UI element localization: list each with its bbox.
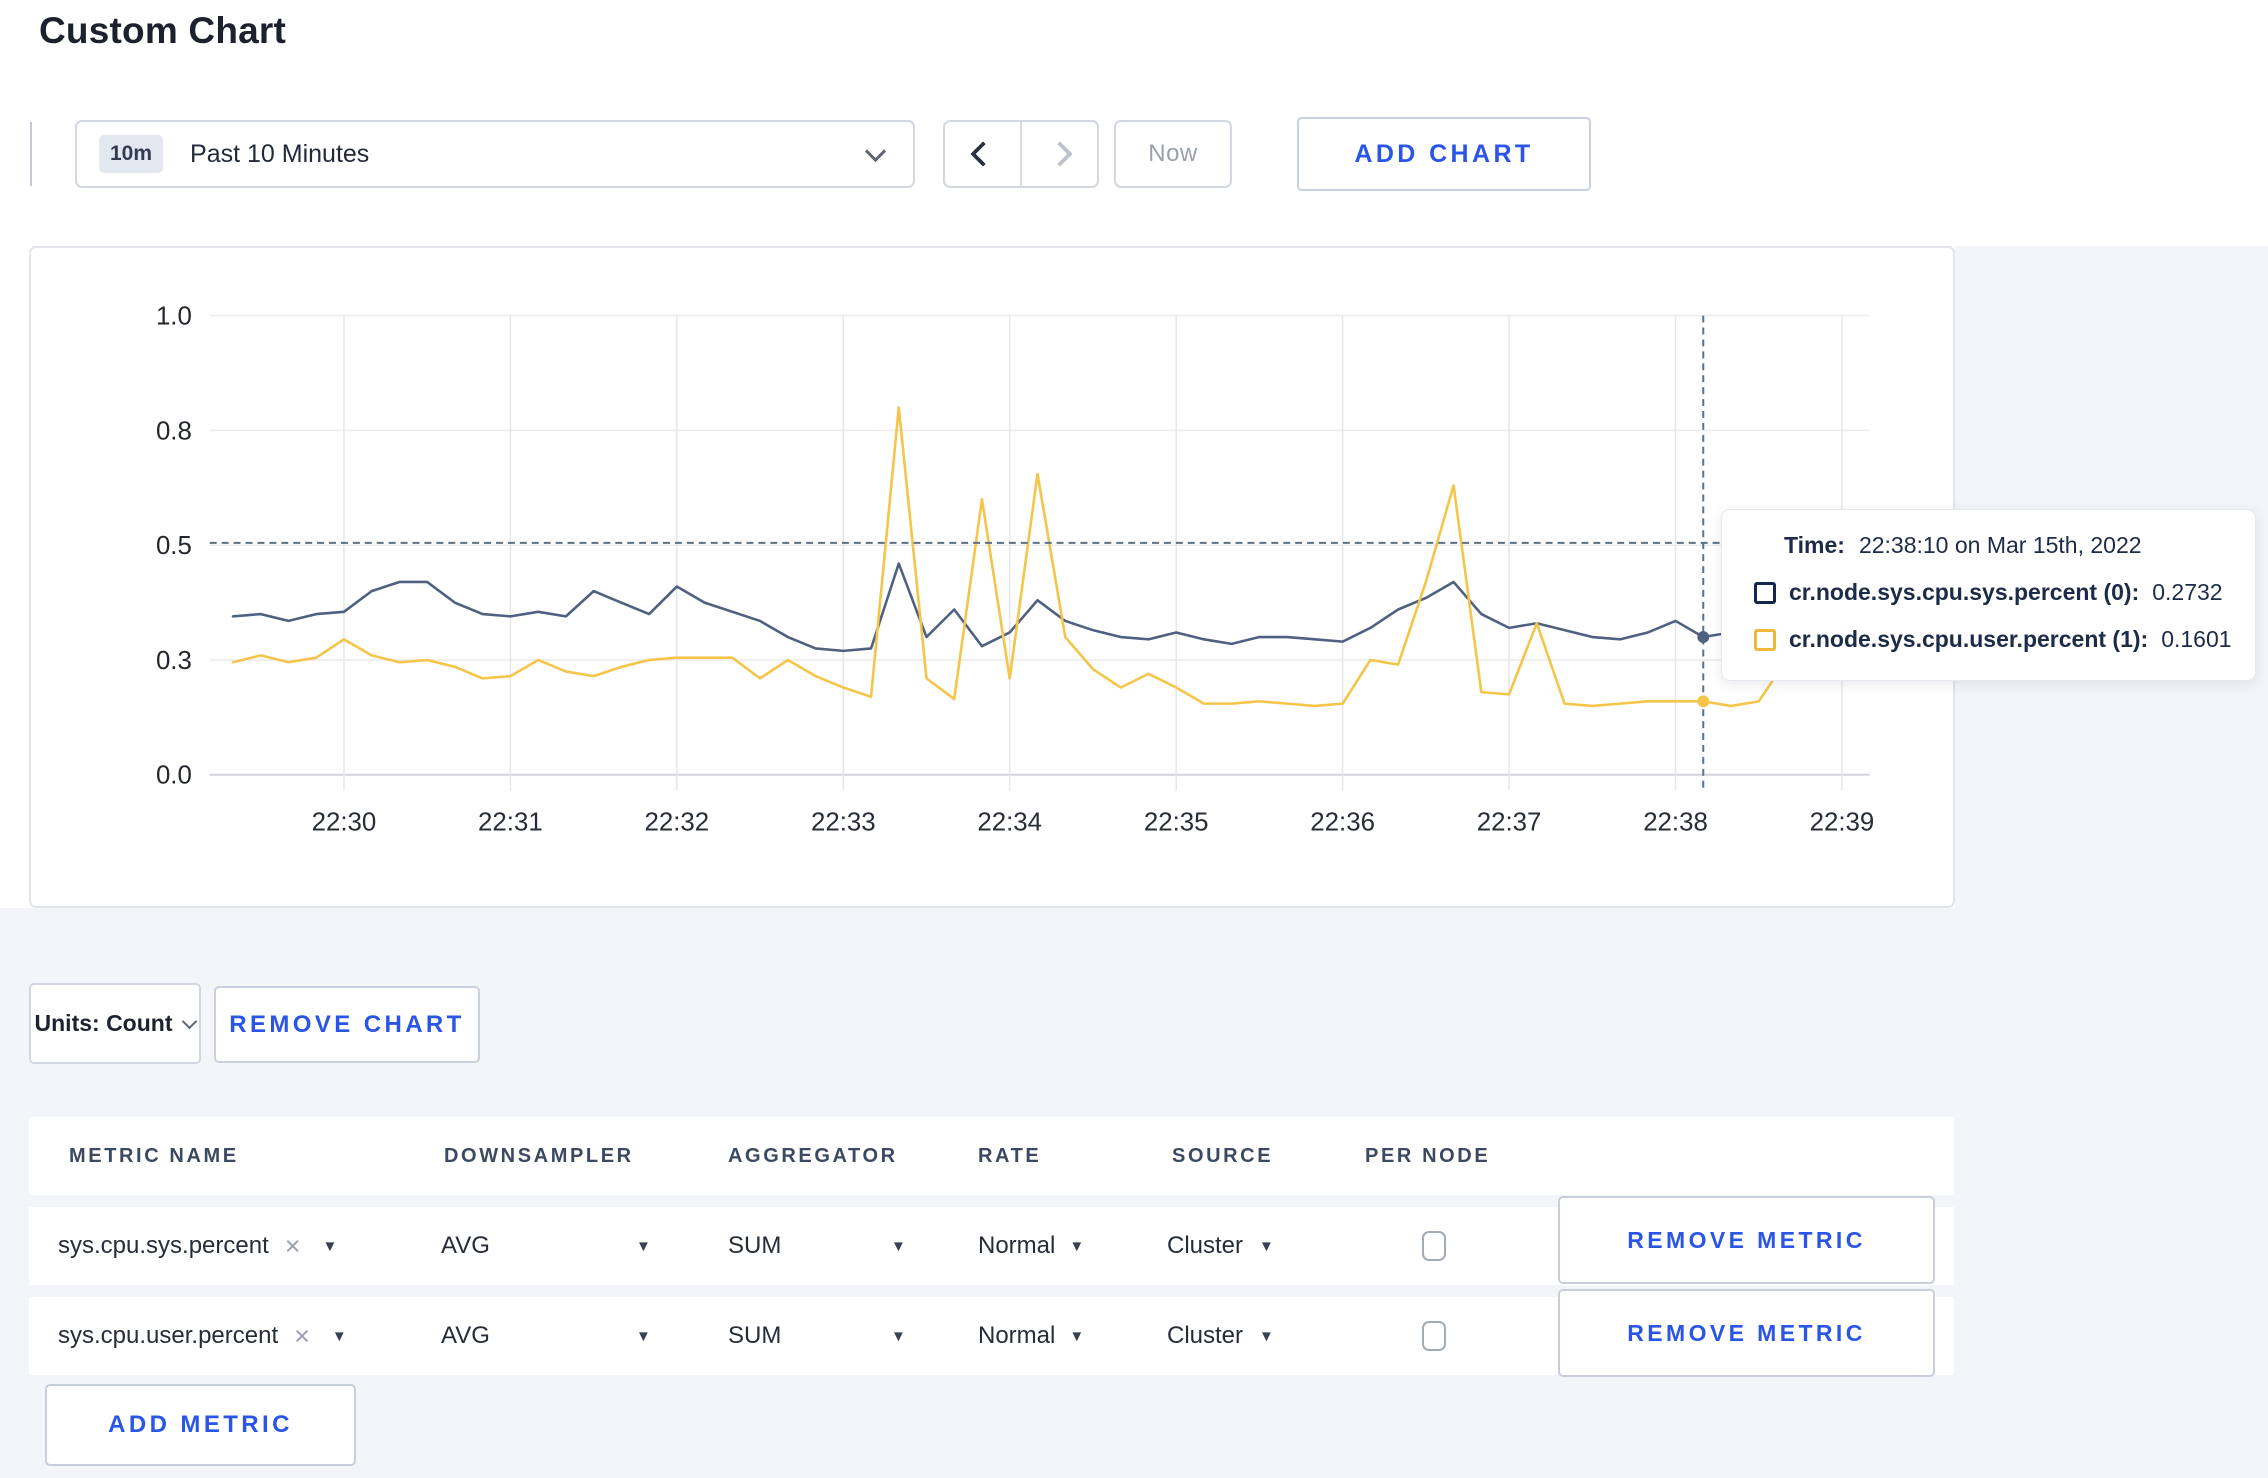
metric-name-value: sys.cpu.sys.percent xyxy=(58,1232,269,1259)
now-button[interactable]: Now xyxy=(1114,120,1232,188)
x-tick-label: 22:37 xyxy=(1477,808,1542,836)
time-nav-group xyxy=(943,120,1099,188)
units-dropdown[interactable]: Units: Count xyxy=(29,983,201,1064)
source-select[interactable]: Cluster ▼ xyxy=(1167,1297,1274,1375)
caret-down-icon: ▼ xyxy=(1069,1327,1085,1345)
aggregator-value: SUM xyxy=(728,1322,782,1349)
source-value: Cluster xyxy=(1167,1322,1244,1349)
per-node-checkbox[interactable] xyxy=(1422,1321,1446,1351)
chevron-left-icon xyxy=(969,141,996,167)
downsampler-select[interactable]: AVG xyxy=(441,1207,490,1285)
y-tick-label: 0.8 xyxy=(156,417,192,445)
page-title: Custom Chart xyxy=(39,10,287,51)
x-tick-label: 22:31 xyxy=(478,808,543,836)
x-tick-label: 22:38 xyxy=(1643,808,1708,836)
time-range-label: Past 10 Minutes xyxy=(190,139,370,168)
tooltip-series-label: cr.node.sys.cpu.user.percent (1): xyxy=(1789,626,2149,652)
remove-chart-button[interactable]: REMOVE CHART xyxy=(214,986,480,1063)
crosshair-dot xyxy=(1697,631,1710,643)
remove-metric-button[interactable]: REMOVE METRIC xyxy=(1558,1196,1935,1284)
tooltip-series-row: cr.node.sys.cpu.sys.percent (0): 0.2732 xyxy=(1754,579,2255,606)
tooltip-time-label: Time: xyxy=(1784,532,1845,558)
clear-metric-icon[interactable]: × xyxy=(284,1230,301,1261)
tooltip-series-value: 0.1601 xyxy=(2161,626,2232,652)
x-tick-label: 22:36 xyxy=(1310,808,1375,836)
series-line xyxy=(231,406,1871,708)
metric-name-value: sys.cpu.user.percent xyxy=(58,1322,279,1349)
chart-card: 0.0 0.3 0.5 0.8 1.0 22:30 22:31 22:32 22:33 22:34… xyxy=(29,246,1955,908)
col-header-downsampler: DOWNSAMPLER xyxy=(444,1145,634,1167)
tooltip-series-value: 0.2732 xyxy=(2152,579,2223,605)
tooltip-series-row: cr.node.sys.cpu.user.percent (1): 0.1601 xyxy=(1754,626,2255,653)
add-metric-button[interactable]: ADD METRIC xyxy=(45,1384,356,1466)
x-tick-label: 22:33 xyxy=(811,808,876,836)
y-tick-label: 0.3 xyxy=(156,647,192,675)
clear-metric-icon[interactable]: × xyxy=(294,1320,310,1351)
chevron-down-icon xyxy=(864,140,887,162)
col-header-rate: RATE xyxy=(978,1145,1042,1167)
next-time-button[interactable] xyxy=(1022,122,1097,186)
y-tick-label: 0.5 xyxy=(156,532,192,560)
x-tick-label: 22:30 xyxy=(312,808,377,836)
chevron-right-icon xyxy=(1046,141,1073,167)
remove-metric-button[interactable]: REMOVE METRIC xyxy=(1558,1289,1935,1377)
rate-select[interactable]: Normal ▼ xyxy=(978,1297,1084,1375)
caret-down-icon: ▼ xyxy=(1069,1237,1085,1255)
caret-down-icon[interactable]: ▼ xyxy=(636,1327,651,1345)
x-tick-label: 22:34 xyxy=(977,808,1042,836)
sys-series-swatch-icon xyxy=(1754,581,1776,604)
x-tick-label: 22:39 xyxy=(1810,808,1875,836)
rate-select[interactable]: Normal ▼ xyxy=(978,1207,1084,1285)
chevron-down-icon xyxy=(182,1013,198,1030)
chart-tooltip: Time: 22:38:10 on Mar 15th, 2022 cr.node.… xyxy=(1721,509,2256,681)
time-range-badge: 10m xyxy=(99,135,164,173)
caret-down-icon: ▼ xyxy=(1259,1237,1274,1255)
caret-down-icon: ▼ xyxy=(322,1237,338,1255)
prev-time-button[interactable] xyxy=(945,122,1022,186)
y-tick-label: 0.0 xyxy=(156,762,192,790)
add-chart-button[interactable]: ADD CHART xyxy=(1297,117,1591,191)
caret-down-icon[interactable]: ▼ xyxy=(891,1327,906,1345)
metric-name-select[interactable]: sys.cpu.sys.percent × ▼ xyxy=(58,1207,337,1285)
crosshair-dot xyxy=(1697,695,1710,708)
caret-down-icon: ▼ xyxy=(331,1327,347,1345)
caret-down-icon: ▼ xyxy=(1259,1327,1274,1345)
user-series-swatch-icon xyxy=(1754,628,1776,651)
col-header-aggregator: AGGREGATOR xyxy=(728,1145,898,1167)
units-label: Units: Count xyxy=(34,1010,173,1036)
aggregator-select[interactable]: SUM xyxy=(728,1297,781,1375)
col-header-source: SOURCE xyxy=(1172,1145,1274,1167)
downsampler-value: AVG xyxy=(441,1232,490,1259)
rate-value: Normal xyxy=(978,1232,1056,1259)
toolbar-divider xyxy=(30,122,32,186)
caret-down-icon[interactable]: ▼ xyxy=(636,1237,651,1255)
aggregator-value: SUM xyxy=(728,1232,782,1259)
x-tick-label: 22:32 xyxy=(645,808,710,836)
x-tick-label: 22:35 xyxy=(1144,808,1209,836)
col-header-per-node: PER NODE xyxy=(1365,1145,1491,1167)
tooltip-time: Time: 22:38:10 on Mar 15th, 2022 xyxy=(1784,532,2255,559)
tooltip-time-value: 22:38:10 on Mar 15th, 2022 xyxy=(1858,532,2142,558)
metric-name-select[interactable]: sys.cpu.user.percent × ▼ xyxy=(58,1297,347,1375)
chart-canvas[interactable]: 0.0 0.3 0.5 0.8 1.0 22:30 22:31 22:32 22:33 22:34… xyxy=(31,248,1953,906)
aggregator-select[interactable]: SUM xyxy=(728,1207,781,1285)
y-tick-label: 1.0 xyxy=(156,303,192,331)
metrics-table-header: METRIC NAME DOWNSAMPLER AGGREGATOR RATE … xyxy=(29,1117,1954,1195)
caret-down-icon[interactable]: ▼ xyxy=(891,1237,906,1255)
source-value: Cluster xyxy=(1167,1232,1244,1259)
rate-value: Normal xyxy=(978,1322,1056,1349)
per-node-checkbox[interactable] xyxy=(1422,1231,1446,1261)
col-header-metric-name: METRIC NAME xyxy=(69,1145,239,1167)
time-range-dropdown[interactable]: 10m Past 10 Minutes xyxy=(75,120,915,188)
source-select[interactable]: Cluster ▼ xyxy=(1167,1207,1274,1285)
tooltip-series-label: cr.node.sys.cpu.sys.percent (0): xyxy=(1789,579,2140,605)
downsampler-select[interactable]: AVG xyxy=(441,1297,490,1375)
series-line xyxy=(231,562,1871,653)
downsampler-value: AVG xyxy=(441,1322,490,1349)
